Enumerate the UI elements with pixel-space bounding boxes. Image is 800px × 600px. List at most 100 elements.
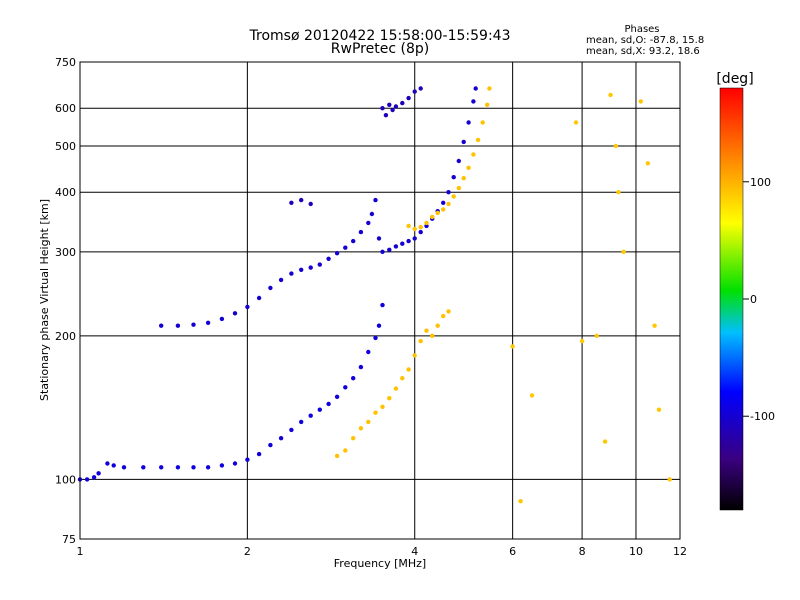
- echo-point: [334, 394, 340, 399]
- colorbar-ticks: 100 0 -100: [743, 176, 775, 423]
- echo-point: [441, 200, 446, 205]
- echo-point: [308, 201, 313, 207]
- echo-point: [232, 461, 238, 466]
- echo-point: [380, 249, 385, 254]
- echo-point: [430, 214, 435, 220]
- echo-point: [159, 465, 164, 470]
- echo-point: [334, 453, 340, 459]
- y-tick-label: 600: [55, 102, 76, 115]
- echo-point: [400, 241, 405, 246]
- echo-point: [376, 236, 382, 241]
- echo-point: [289, 271, 294, 276]
- echo-point: [412, 353, 417, 358]
- echo-point: [373, 197, 378, 203]
- echo-point: [387, 396, 392, 401]
- echo-point: [299, 197, 304, 203]
- echo-point: [358, 426, 364, 431]
- echo-point: [390, 107, 395, 113]
- echo-point: [289, 427, 294, 433]
- echo-point: [232, 311, 238, 316]
- y-tick-label: 75: [62, 533, 76, 546]
- echo-point: [418, 338, 423, 344]
- echo-point: [278, 436, 284, 441]
- colorbar-tick-label: -100: [750, 410, 775, 423]
- echo-point: [579, 338, 585, 344]
- echo-point: [121, 465, 127, 470]
- echo-point: [358, 364, 364, 370]
- echo-point: [393, 104, 399, 109]
- x-tick-label: 4: [411, 545, 418, 558]
- y-tick-label: 100: [55, 473, 76, 486]
- x-tick-label: 8: [579, 545, 586, 558]
- phases-line-x: mean, sd,X: 93.2, 18.6: [586, 46, 700, 57]
- echo-point: [334, 251, 340, 256]
- echo-point: [299, 267, 304, 272]
- echo-point: [308, 265, 313, 270]
- echo-point: [358, 229, 364, 235]
- y-tick-label: 750: [55, 56, 76, 69]
- echo-point: [191, 322, 196, 327]
- echo-point: [299, 419, 304, 425]
- echo-point: [105, 461, 110, 466]
- echo-point: [435, 210, 440, 216]
- echo-point: [278, 277, 284, 283]
- echo-point: [518, 499, 523, 504]
- x-tick-label: 10: [629, 545, 643, 558]
- echo-point: [376, 323, 382, 328]
- echo-point: [652, 323, 657, 328]
- echo-point: [406, 367, 411, 372]
- echo-point: [441, 313, 446, 319]
- echo-point: [245, 457, 250, 462]
- y-axis-ticks: 75 100 200 300 400 500 600 750: [55, 56, 76, 546]
- echo-point: [141, 465, 146, 470]
- x-tick-label: 6: [509, 545, 516, 558]
- echo-point: [380, 302, 385, 308]
- echo-point: [435, 323, 440, 328]
- grid: [79, 61, 681, 540]
- echo-point: [510, 344, 515, 349]
- chart-subtitle: RwPretec (8p): [331, 41, 429, 57]
- echo-point: [573, 120, 579, 125]
- echo-point: [191, 465, 196, 470]
- echo-point: [418, 224, 423, 230]
- y-tick-label: 300: [55, 246, 76, 259]
- echo-point: [343, 245, 348, 250]
- echo-point: [205, 320, 211, 325]
- echo-point: [256, 451, 262, 457]
- echo-point: [446, 201, 451, 207]
- echo-point: [418, 229, 423, 235]
- echo-point: [351, 436, 356, 441]
- echo-point: [616, 190, 621, 195]
- echo-point: [317, 262, 322, 267]
- echo-point: [638, 99, 643, 104]
- echo-point: [393, 386, 399, 391]
- echo-point: [461, 176, 466, 181]
- echo-point: [393, 244, 399, 249]
- echo-point: [485, 102, 490, 108]
- echo-point: [608, 92, 613, 98]
- echo-points: [77, 86, 672, 504]
- echo-point: [268, 442, 273, 448]
- echo-point: [351, 238, 356, 244]
- x-axis-ticks: 1 2 4 6 8 10 12: [77, 545, 688, 558]
- echo-point: [380, 106, 385, 111]
- echo-point: [406, 95, 411, 101]
- echo-point: [369, 211, 375, 217]
- echo-point: [451, 194, 456, 199]
- echo-point: [412, 226, 417, 232]
- echo-point: [245, 304, 250, 310]
- x-tick-label: 2: [244, 545, 251, 558]
- colorbar-tick-label: 100: [750, 176, 771, 189]
- y-axis-label: Stationary phase Virtual Height [km]: [38, 199, 51, 401]
- echo-point: [441, 207, 446, 212]
- echo-point: [366, 419, 371, 425]
- echo-point: [343, 385, 348, 390]
- echo-point: [430, 333, 435, 338]
- echo-point: [602, 439, 608, 444]
- echo-point: [380, 404, 385, 409]
- echo-point: [461, 139, 466, 145]
- x-axis-label: Frequency [MHz]: [334, 557, 426, 570]
- y-tick-label: 400: [55, 186, 76, 199]
- echo-point: [387, 102, 392, 108]
